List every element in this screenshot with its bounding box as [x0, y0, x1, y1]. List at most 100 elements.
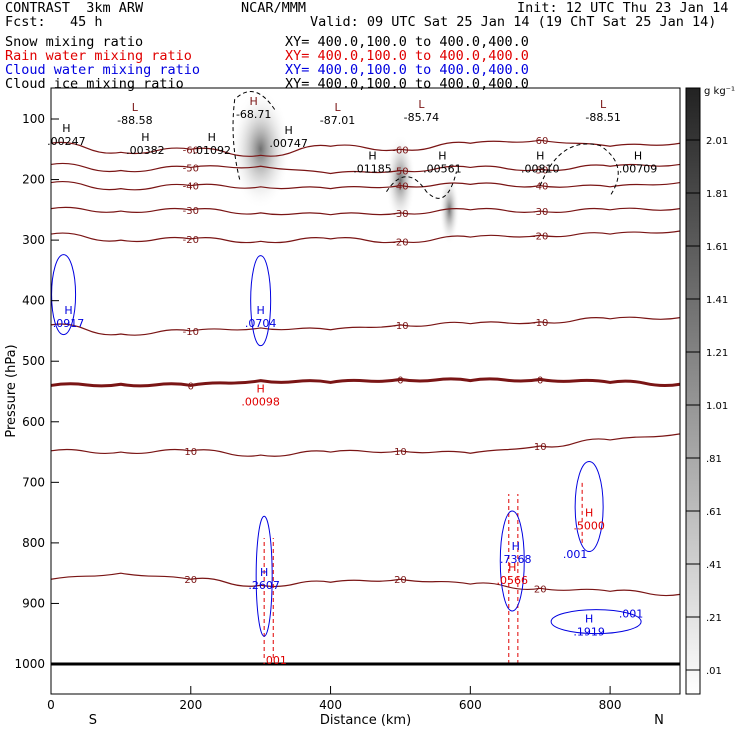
extremum-marker: H — [64, 304, 72, 317]
extremum-marker: H — [585, 613, 593, 626]
colorbar-tick-label: .81 — [706, 454, 722, 465]
isotherm-label: 10 — [534, 442, 547, 453]
colorbar-tick-label: .21 — [706, 613, 722, 624]
dashed-contour — [386, 171, 457, 199]
isotherm-label: -60 — [532, 136, 548, 147]
x-tick-label: 600 — [459, 698, 482, 712]
extremum-marker: H — [141, 131, 149, 144]
extremum-marker: H — [634, 149, 642, 162]
isotherm-line — [50, 377, 681, 388]
cloud-water-contour — [499, 510, 525, 612]
isotherm-label: 0 — [188, 381, 194, 392]
y-axis-label: Pressure (hPa) — [4, 344, 19, 437]
cloud-water-contour — [51, 254, 77, 336]
isotherm-label: -10 — [532, 318, 548, 329]
extremum-value: -68.71 — [236, 108, 271, 121]
y-tick-label: 700 — [22, 475, 45, 489]
colorbar-unit: g kg⁻¹ — [704, 86, 735, 97]
extremum-value: .1919 — [573, 626, 605, 639]
isotherm-label: 10 — [184, 447, 197, 458]
isotherm-label: -40 — [532, 182, 548, 193]
extremum-value: -88.51 — [585, 111, 620, 124]
extremum-value: .00709 — [619, 162, 658, 175]
colorbar-tick-label: 1.61 — [706, 242, 728, 253]
cloud-water-contour — [574, 461, 604, 553]
colorbar-tick-label: 1.41 — [706, 295, 728, 306]
colorbar: g kg⁻¹ 2.01 1.81 1.61 1.41 1.21 1.01 .81 .61 .41.… — [685, 86, 735, 695]
isotherm-label: -30 — [183, 206, 199, 217]
isotherm-label: -20 — [532, 231, 548, 242]
extremum-value: .2607 — [248, 579, 280, 592]
snow-shade-blob — [385, 134, 416, 225]
isotherm-label: -60 — [183, 145, 199, 156]
y-tick-label: 200 — [22, 173, 45, 187]
extremum-value: .0566 — [497, 574, 529, 587]
y-tick-label: 300 — [22, 233, 45, 247]
extremum-marker: H — [257, 383, 265, 396]
axes: 0 200 400 600 800100200300400500600700800900… — [4, 87, 681, 728]
isotherm-line — [50, 162, 681, 175]
colorbar-tick-label: 1.01 — [706, 401, 728, 412]
extremum-marker: L — [132, 101, 139, 114]
model-name: CONTRAST 3km ARW — [5, 0, 144, 16]
extremum-marker: L — [600, 98, 607, 111]
extremum-marker: H — [257, 304, 265, 317]
extremum-value: .001 — [563, 548, 588, 561]
extremum-value: -87.01 — [320, 114, 355, 127]
isotherm-label: -50 — [392, 166, 408, 177]
extremum-marker: H — [260, 566, 268, 579]
x-tick-label: 800 — [599, 698, 622, 712]
isotherm-label: 0 — [537, 375, 543, 386]
extremum-value: .00561 — [423, 162, 462, 175]
extremum-value: .00098 — [241, 396, 280, 409]
isotherm-label: 20 — [394, 575, 407, 586]
colorbar-tick-label: .01 — [706, 666, 722, 677]
extremum-value: -85.74 — [404, 111, 439, 124]
forecast-hour: Fcst: 45 h — [5, 14, 103, 30]
isotherm-line — [50, 181, 681, 191]
colorbar-tick-label: 1.81 — [706, 189, 728, 200]
extremum-value: -88.58 — [117, 114, 152, 127]
colorbar-tick-label: 1.21 — [706, 348, 728, 359]
extremum-value: .0704 — [245, 317, 277, 330]
field-title: Rain water mixing ratio — [5, 48, 192, 64]
temperature-contours: -60 -60 -60 -50 -50 -50 -40 -40 -40 -30 -30 -30 -20 -… — [50, 91, 681, 664]
isotherm-line — [50, 433, 681, 457]
isotherm-line — [50, 572, 681, 597]
extremum-marker: L — [334, 101, 341, 114]
cloud-water-contour — [250, 255, 272, 347]
y-tick-label: 900 — [22, 596, 45, 610]
extremum-value: .01092 — [192, 144, 231, 157]
extremum-value: .001 — [619, 607, 644, 620]
extremum-marker: L — [418, 98, 425, 111]
y-tick-label: 800 — [22, 536, 45, 550]
isotherm-line — [50, 139, 681, 157]
colorbar-tick-label: .61 — [706, 507, 722, 518]
y-tick-label: 100 — [22, 112, 45, 126]
extremum-value: .5000 — [573, 520, 605, 533]
extremum-marker: H — [284, 124, 292, 137]
cloud-water-contour — [255, 515, 273, 637]
isotherm-label: -10 — [392, 321, 408, 332]
isotherm-label: 20 — [184, 575, 197, 586]
dashed-contour — [232, 91, 276, 180]
extremum-value: .0917 — [53, 317, 85, 330]
extremum-marker: H — [438, 149, 446, 162]
direction-south: S — [89, 713, 97, 728]
extremum-value: .7368 — [500, 553, 532, 566]
extremum-marker: H — [536, 149, 544, 162]
isotherm-line — [50, 230, 681, 244]
isotherm-label: 10 — [394, 447, 407, 458]
isotherm-label: 0 — [397, 375, 403, 386]
extremum-marker: H — [208, 131, 216, 144]
colorbar-tick-label: .41 — [706, 560, 722, 571]
snow-shading — [230, 89, 460, 245]
x-tick-label: 200 — [179, 698, 202, 712]
x-tick-label: 0 — [47, 698, 55, 712]
extremum-value: .01185 — [353, 162, 392, 175]
y-tick-label: 400 — [22, 294, 45, 308]
organization: NCAR/MMM — [241, 0, 307, 16]
isotherm-label: -30 — [392, 209, 408, 220]
isotherm-label: -50 — [532, 165, 548, 176]
